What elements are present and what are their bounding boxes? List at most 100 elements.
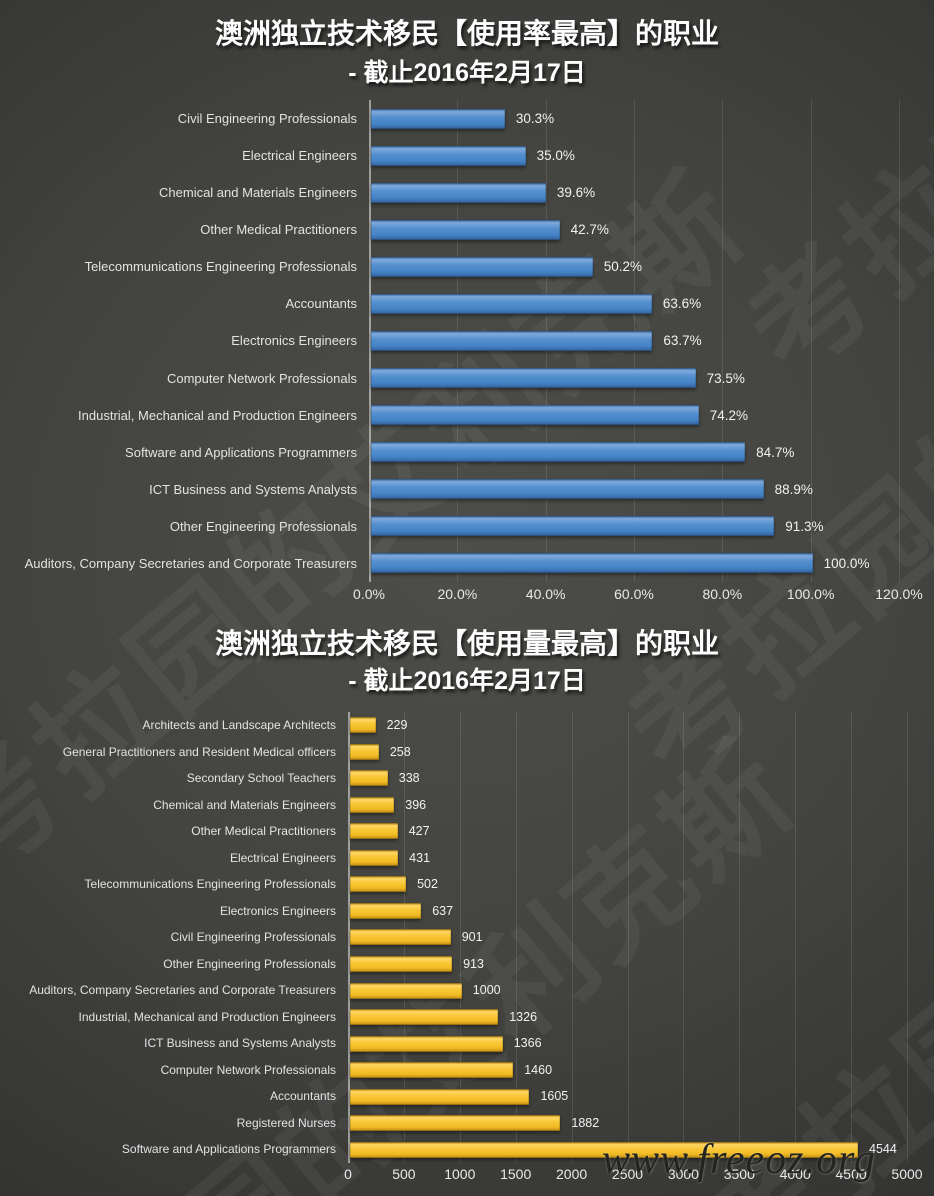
- x-tick-label: 40.0%: [525, 586, 566, 602]
- category-label: Chemical and Materials Engineers: [153, 797, 336, 812]
- chart-row: Other Engineering Professionals 913: [0, 951, 934, 978]
- value-label: 431: [409, 850, 431, 865]
- x-tick-label: 2500: [611, 1166, 644, 1182]
- category-label: Other Medical Practitioners: [200, 222, 357, 238]
- chart-row: Electrical Engineers 431: [0, 845, 934, 872]
- chart-row: Other Medical Practitioners 42.7%: [0, 211, 934, 248]
- x-tick-label: 100.0%: [786, 586, 835, 602]
- x-tick-label: 500: [392, 1166, 416, 1182]
- value-label: 396: [405, 797, 427, 812]
- bar: [350, 956, 453, 972]
- bar: [350, 823, 398, 840]
- chart-row: Secondary School Teachers 338: [0, 765, 934, 792]
- chart-row: ICT Business and Systems Analysts 88.9%: [0, 471, 934, 508]
- x-tick-label: 20.0%: [437, 586, 478, 602]
- value-label: 30.3%: [515, 111, 555, 126]
- bar: [371, 219, 560, 240]
- chart-row: Civil Engineering Professionals 901: [0, 924, 934, 951]
- category-label: Telecommunications Engineering Professio…: [84, 877, 336, 892]
- chart-row: Computer Network Professionals 1460: [0, 1057, 934, 1084]
- value-label: 39.6%: [556, 185, 596, 201]
- chart-row: Industrial, Mechanical and Production En…: [0, 1004, 934, 1031]
- bar: [350, 1088, 530, 1105]
- bar: [350, 770, 388, 787]
- x-tick-label: 1000: [444, 1166, 476, 1182]
- bar: [350, 849, 399, 866]
- bar: [371, 145, 526, 166]
- gridline: [907, 712, 908, 1163]
- chart-row: Computer Network Professionals 73.5%: [0, 360, 934, 397]
- chart-row: Software and Applications Programmers 84.…: [0, 434, 934, 471]
- site-watermark: www.freeoz.org: [602, 1137, 876, 1183]
- gridline: [899, 100, 900, 582]
- value-label: 338: [398, 771, 420, 786]
- value-label: 4544: [869, 1142, 897, 1157]
- chart-row: Accountants 63.6%: [0, 285, 934, 322]
- bar: [371, 182, 546, 203]
- bar: [350, 743, 379, 760]
- bar: [371, 442, 746, 463]
- category-label: Electronics Engineers: [231, 333, 357, 349]
- value-label: 42.7%: [570, 222, 609, 238]
- category-label: Telecommunications Engineering Professio…: [84, 259, 357, 275]
- chart-row: Chemical and Materials Engineers 39.6%: [0, 174, 934, 211]
- category-label: Electrical Engineers: [242, 148, 357, 164]
- value-label: 1605: [540, 1089, 569, 1104]
- value-label: 88.9%: [774, 481, 813, 497]
- x-tick-label: 1500: [500, 1166, 532, 1182]
- category-label: Accountants: [269, 1089, 336, 1104]
- bar: [371, 368, 696, 389]
- chart-row: Accountants 1605: [0, 1083, 934, 1110]
- bar: [350, 902, 422, 919]
- value-label: 73.5%: [706, 370, 745, 386]
- bar: [371, 405, 699, 426]
- value-label: 84.7%: [756, 444, 795, 460]
- chart-row: Registered Nurses 1882: [0, 1110, 934, 1137]
- chart-title: 澳洲独立技术移民【使用率最高】的职业: [214, 18, 719, 49]
- chart-row: Electronics Engineers 63.7%: [0, 322, 934, 359]
- category-label: General Practitioners and Resident Medic…: [62, 744, 336, 759]
- category-label: Registered Nurses: [236, 1115, 336, 1130]
- value-label: 50.2%: [603, 259, 642, 275]
- x-tick-label: 0.0%: [353, 586, 385, 602]
- value-label: 63.6%: [662, 296, 702, 312]
- chart-row: Electronics Engineers 637: [0, 898, 934, 925]
- chart-row: Auditors, Company Secretaries and Corpor…: [0, 977, 934, 1004]
- chart-row: Auditors, Company Secretaries and Corpor…: [0, 545, 934, 582]
- gridline: [515, 712, 517, 1163]
- bar: [350, 1035, 503, 1052]
- category-label: Secondary School Teachers: [186, 771, 336, 786]
- bar: [350, 1009, 499, 1026]
- bar: [350, 796, 395, 813]
- chart-row: Industrial, Mechanical and Production En…: [0, 397, 934, 434]
- value-label: 74.2%: [709, 407, 748, 423]
- gridline: [722, 100, 724, 582]
- gridline: [739, 712, 741, 1163]
- bar: [371, 516, 775, 537]
- bar: [371, 293, 652, 314]
- category-label: Chemical and Materials Engineers: [159, 185, 357, 201]
- x-tick-label: 4000: [779, 1166, 811, 1182]
- bar: [371, 256, 593, 277]
- bar: [350, 929, 451, 946]
- chart-row: Civil Engineering Professionals 30.3%: [0, 100, 934, 137]
- x-tick-label: 4500: [835, 1166, 867, 1182]
- category-label: Auditors, Company Secretaries and Corpor…: [24, 555, 357, 571]
- x-tick-label: 120.0%: [875, 586, 923, 602]
- category-label: Industrial, Mechanical and Production En…: [78, 407, 357, 423]
- chart-row: Other Engineering Professionals 91.3%: [0, 508, 934, 545]
- x-tick-label: 2000: [556, 1166, 588, 1182]
- gridline: [795, 712, 797, 1163]
- chart-row: Architects and Landscape Architects 229: [0, 712, 934, 739]
- chart-row: ICT Business and Systems Analysts 1366: [0, 1030, 934, 1057]
- category-label: Software and Applications Programmers: [125, 444, 357, 460]
- category-label: Other Medical Practitioners: [191, 824, 336, 839]
- value-label: 1326: [509, 1009, 538, 1024]
- y-axis-line: [348, 712, 350, 1163]
- gridline: [810, 100, 812, 582]
- bar: [371, 330, 653, 351]
- gridline: [571, 712, 573, 1163]
- value-label: 1000: [472, 983, 501, 998]
